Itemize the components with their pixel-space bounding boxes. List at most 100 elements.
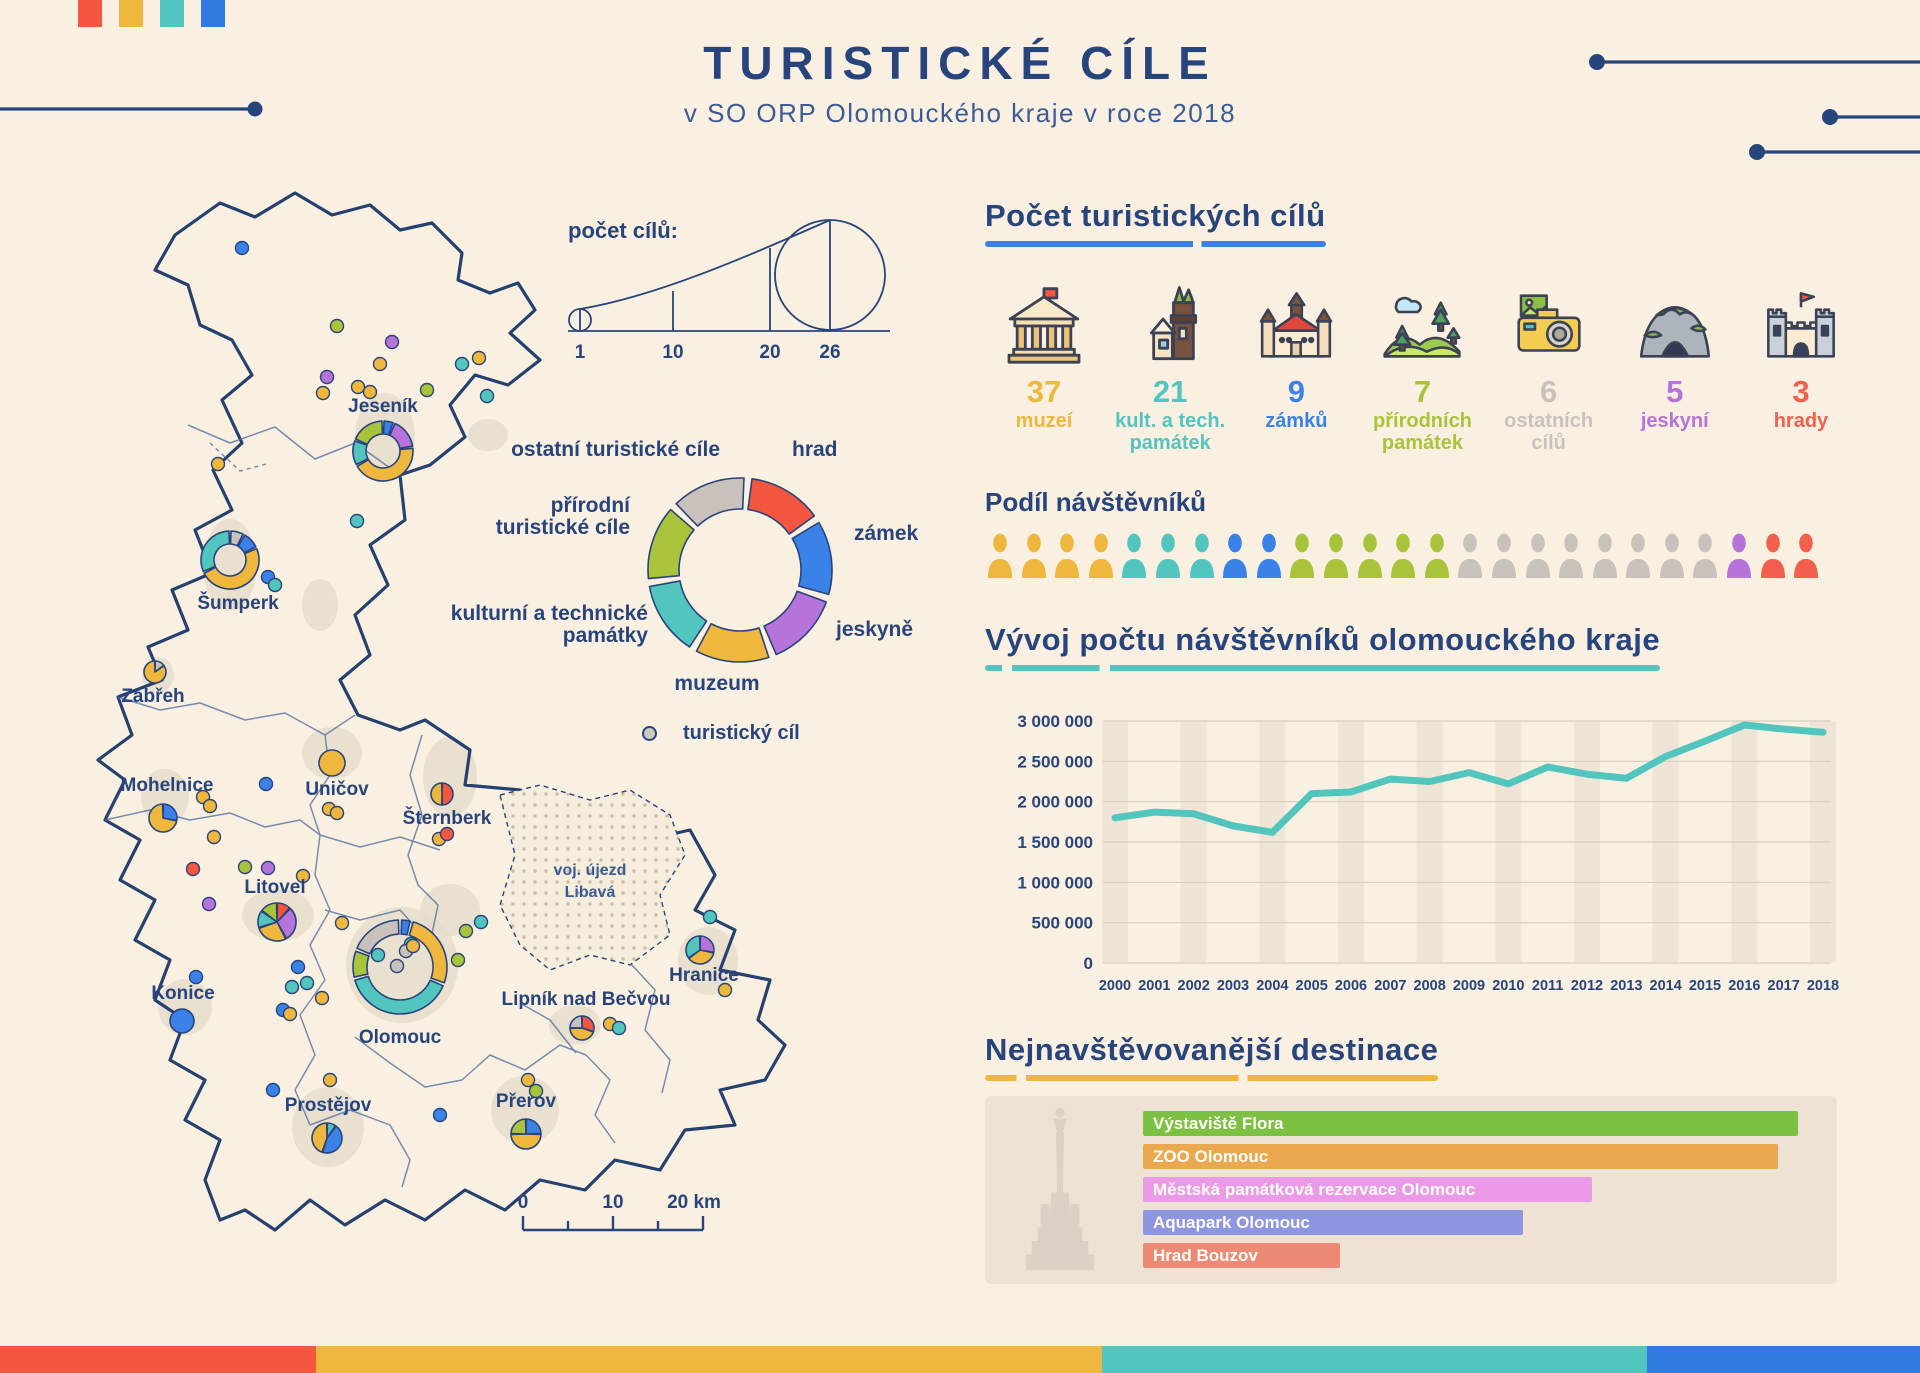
stat-label: muzeí	[1015, 410, 1073, 432]
person-icon	[1592, 533, 1617, 578]
district-border	[104, 809, 321, 836]
person-icon	[1189, 533, 1214, 578]
visitors-heading: Podíl návštěvníků	[985, 487, 1207, 517]
town-chart-segment	[569, 1027, 595, 1041]
x-tick-label: 2001	[1138, 978, 1170, 994]
town-chart-segment	[148, 803, 178, 833]
tourist-point	[185, 861, 201, 877]
deco-line-left	[0, 101, 263, 117]
type-legend-label: ostatní turistické cíle	[511, 438, 720, 461]
town-chart-segment	[258, 921, 287, 942]
point-legend-label: turistický cíl	[683, 722, 800, 744]
district-border	[407, 734, 423, 886]
district-border	[629, 962, 671, 1094]
town-chart-segment	[257, 910, 278, 929]
tourist-point	[206, 829, 222, 845]
chateau-icon	[1237, 276, 1355, 368]
stat-item: 37 muzeí	[985, 276, 1103, 454]
town-label: Mohelnice	[121, 775, 214, 796]
type-legend-label: muzeum	[674, 672, 759, 695]
type-legend-segment	[791, 521, 833, 596]
stat-value: 7	[1413, 374, 1432, 409]
type-legend-segment	[675, 477, 745, 527]
tourist-point	[349, 513, 365, 529]
x-tick-label: 2010	[1492, 978, 1524, 994]
stats-section: Počet turistických cílů 37 muzeí 21 kult. a…	[985, 198, 1860, 454]
deco-square-red	[78, 0, 102, 27]
region-outer-boundary	[96, 191, 787, 1232]
town-label: Uničov	[305, 779, 369, 800]
size-tick: 26	[819, 342, 840, 363]
town-chart-segment	[352, 440, 369, 466]
type-legend: hrad zámek jeskyně muzeum kulturní a technic…	[451, 438, 919, 695]
castle-icon	[1742, 276, 1860, 368]
size-legend: počet cílů: 1 10 20 26	[568, 218, 890, 363]
town-label: Zábřeh	[121, 686, 184, 707]
cave-icon	[1616, 276, 1734, 368]
town-chart-segment	[525, 1118, 542, 1135]
visitors-row	[985, 532, 1860, 578]
town-chart-segment	[321, 1125, 343, 1154]
town-chart-segment	[237, 534, 257, 554]
urban-blob	[468, 419, 508, 451]
tourist-point	[329, 805, 345, 821]
tourist-point	[267, 577, 283, 593]
person-icon	[1559, 533, 1584, 578]
x-tick-label: 2008	[1414, 978, 1446, 994]
stat-value: 9	[1287, 374, 1305, 409]
y-tick-label: 3 000 000	[1017, 712, 1093, 731]
tourist-point	[315, 385, 331, 401]
town-chart-segment	[400, 919, 411, 936]
district-border-dashed	[209, 442, 271, 472]
type-legend-segment	[747, 477, 816, 535]
bar-blue	[1647, 1346, 1920, 1373]
y-tick-label: 0	[1084, 954, 1093, 973]
stat-value: 6	[1540, 374, 1558, 409]
bar-red	[0, 1346, 316, 1373]
town-label: Lipník nad Bečvou	[502, 989, 671, 1010]
stat-label: hrady	[1773, 410, 1829, 432]
military-area-label: voj. újezd Libavá	[554, 862, 627, 901]
tourist-point	[201, 896, 217, 912]
stat-label: ostatních cílů	[1504, 410, 1594, 454]
destination-bar: Hrad Bouzov	[1143, 1243, 1340, 1268]
tourist-point	[290, 959, 306, 975]
district-border	[417, 884, 439, 944]
district-borders	[104, 424, 671, 1188]
x-tick-label: 2012	[1571, 978, 1603, 994]
town-chart-segment	[276, 907, 297, 940]
destinations-panel: Výstaviště Flora ZOO Olomouc Městská památ…	[985, 1096, 1837, 1284]
tourist-point	[282, 1006, 298, 1022]
stat-item: 21 kult. a tech. památek	[1111, 276, 1229, 454]
region-map: Jeseník Šumperk Zábřeh Mohelnice Uničov Štern…	[96, 191, 787, 1232]
size-tick: 1	[575, 342, 586, 363]
town-label: Šumperk	[197, 592, 279, 614]
visitors-line-chart: 0 500 000 1 000 000 1 500 000 2 000 000 2 500…	[1017, 712, 1839, 994]
stat-item: 7 přírodních památek	[1363, 276, 1481, 454]
y-tick-label: 500 000	[1032, 914, 1093, 933]
town-chart-segment	[356, 919, 400, 955]
stat-value: 5	[1666, 374, 1684, 409]
town-chart-segment	[510, 1118, 527, 1135]
scale-label: 10	[602, 1192, 623, 1213]
x-tick-label: 2007	[1374, 978, 1406, 994]
stat-label: zámků	[1265, 410, 1328, 432]
tourist-point	[322, 1072, 338, 1088]
stat-value: 21	[1152, 374, 1188, 409]
person-icon	[1693, 533, 1718, 578]
person-icon	[1659, 533, 1684, 578]
town-chart-segment	[382, 420, 394, 436]
town-chart-segment	[311, 1122, 328, 1153]
trend-section: Vývoj počtu návštěvníků olomouckého kraj…	[985, 622, 1860, 1016]
district-border	[294, 979, 326, 1126]
x-tick-label: 2014	[1650, 978, 1682, 994]
deco-square-teal	[160, 0, 184, 27]
person-icon	[1290, 533, 1315, 578]
tourist-point	[284, 979, 300, 995]
person-icon	[1055, 533, 1080, 578]
person-icon	[1626, 533, 1651, 578]
destination-bar: Aquapark Olomouc	[1143, 1210, 1523, 1235]
tourist-point	[234, 240, 250, 256]
x-tick-label: 2016	[1728, 978, 1760, 994]
destinations-heading: Nejnavštěvovanější destinace	[985, 1032, 1439, 1081]
